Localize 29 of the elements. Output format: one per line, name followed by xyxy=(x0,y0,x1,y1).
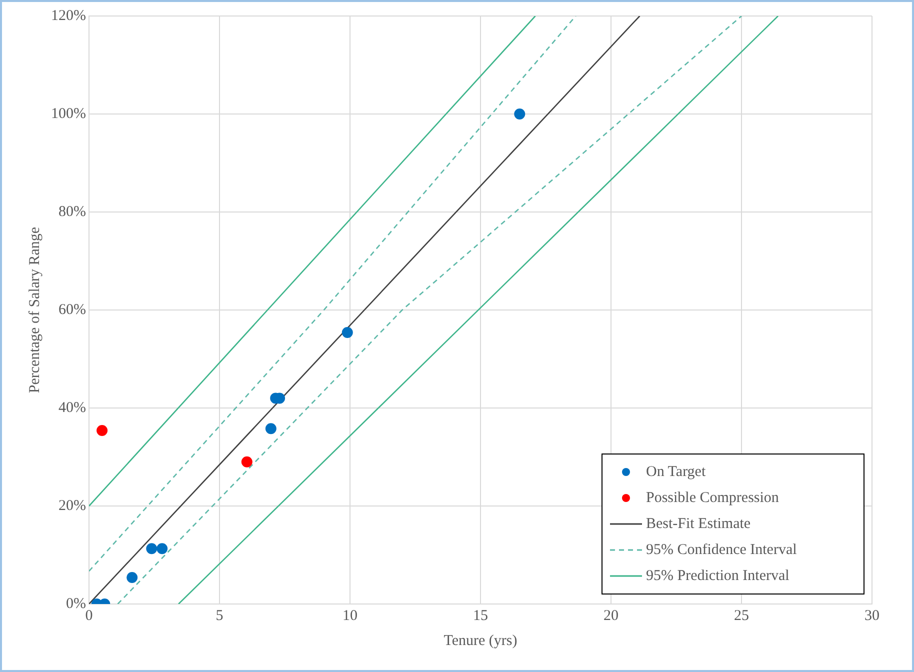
y-tick-label: 0% xyxy=(66,596,86,612)
point xyxy=(146,543,158,554)
point xyxy=(156,543,168,554)
x-tick-label: 0 xyxy=(85,608,93,624)
y-tick-label: 20% xyxy=(58,498,86,514)
y-tick-label: 120% xyxy=(50,8,86,24)
y-tick-label: 40% xyxy=(58,400,86,416)
y-axis-title: Percentage of Salary Range xyxy=(26,226,43,394)
x-tick-label: 25 xyxy=(734,608,749,624)
x-tick-label: 5 xyxy=(216,608,224,624)
point xyxy=(342,327,353,338)
point xyxy=(514,108,526,120)
y-tick-label: 100% xyxy=(50,106,86,122)
y-tick-label: 60% xyxy=(58,302,86,318)
legend-label: Possible Compression xyxy=(646,490,780,506)
x-tick-label: 10 xyxy=(342,608,358,624)
legend-label: 95% Confidence Interval xyxy=(646,542,797,558)
x-axis-title: Tenure (yrs) xyxy=(444,632,518,649)
legend-label: 95% Prediction Interval xyxy=(646,568,790,584)
x-tick-label: 30 xyxy=(864,608,880,624)
x-tick-label: 20 xyxy=(604,608,618,624)
point xyxy=(265,423,276,434)
point xyxy=(126,572,138,584)
point xyxy=(96,425,108,436)
legend-label: On Target xyxy=(646,464,706,480)
x-tick-label: 15 xyxy=(473,608,488,624)
y-tick-label: 80% xyxy=(58,204,86,220)
point xyxy=(241,456,252,468)
legend-label: Best-Fit Estimate xyxy=(646,516,751,532)
